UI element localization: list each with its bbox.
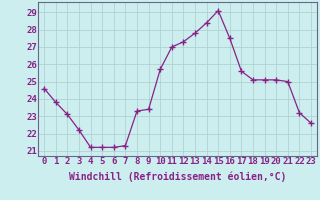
X-axis label: Windchill (Refroidissement éolien,°C): Windchill (Refroidissement éolien,°C): [69, 172, 286, 182]
